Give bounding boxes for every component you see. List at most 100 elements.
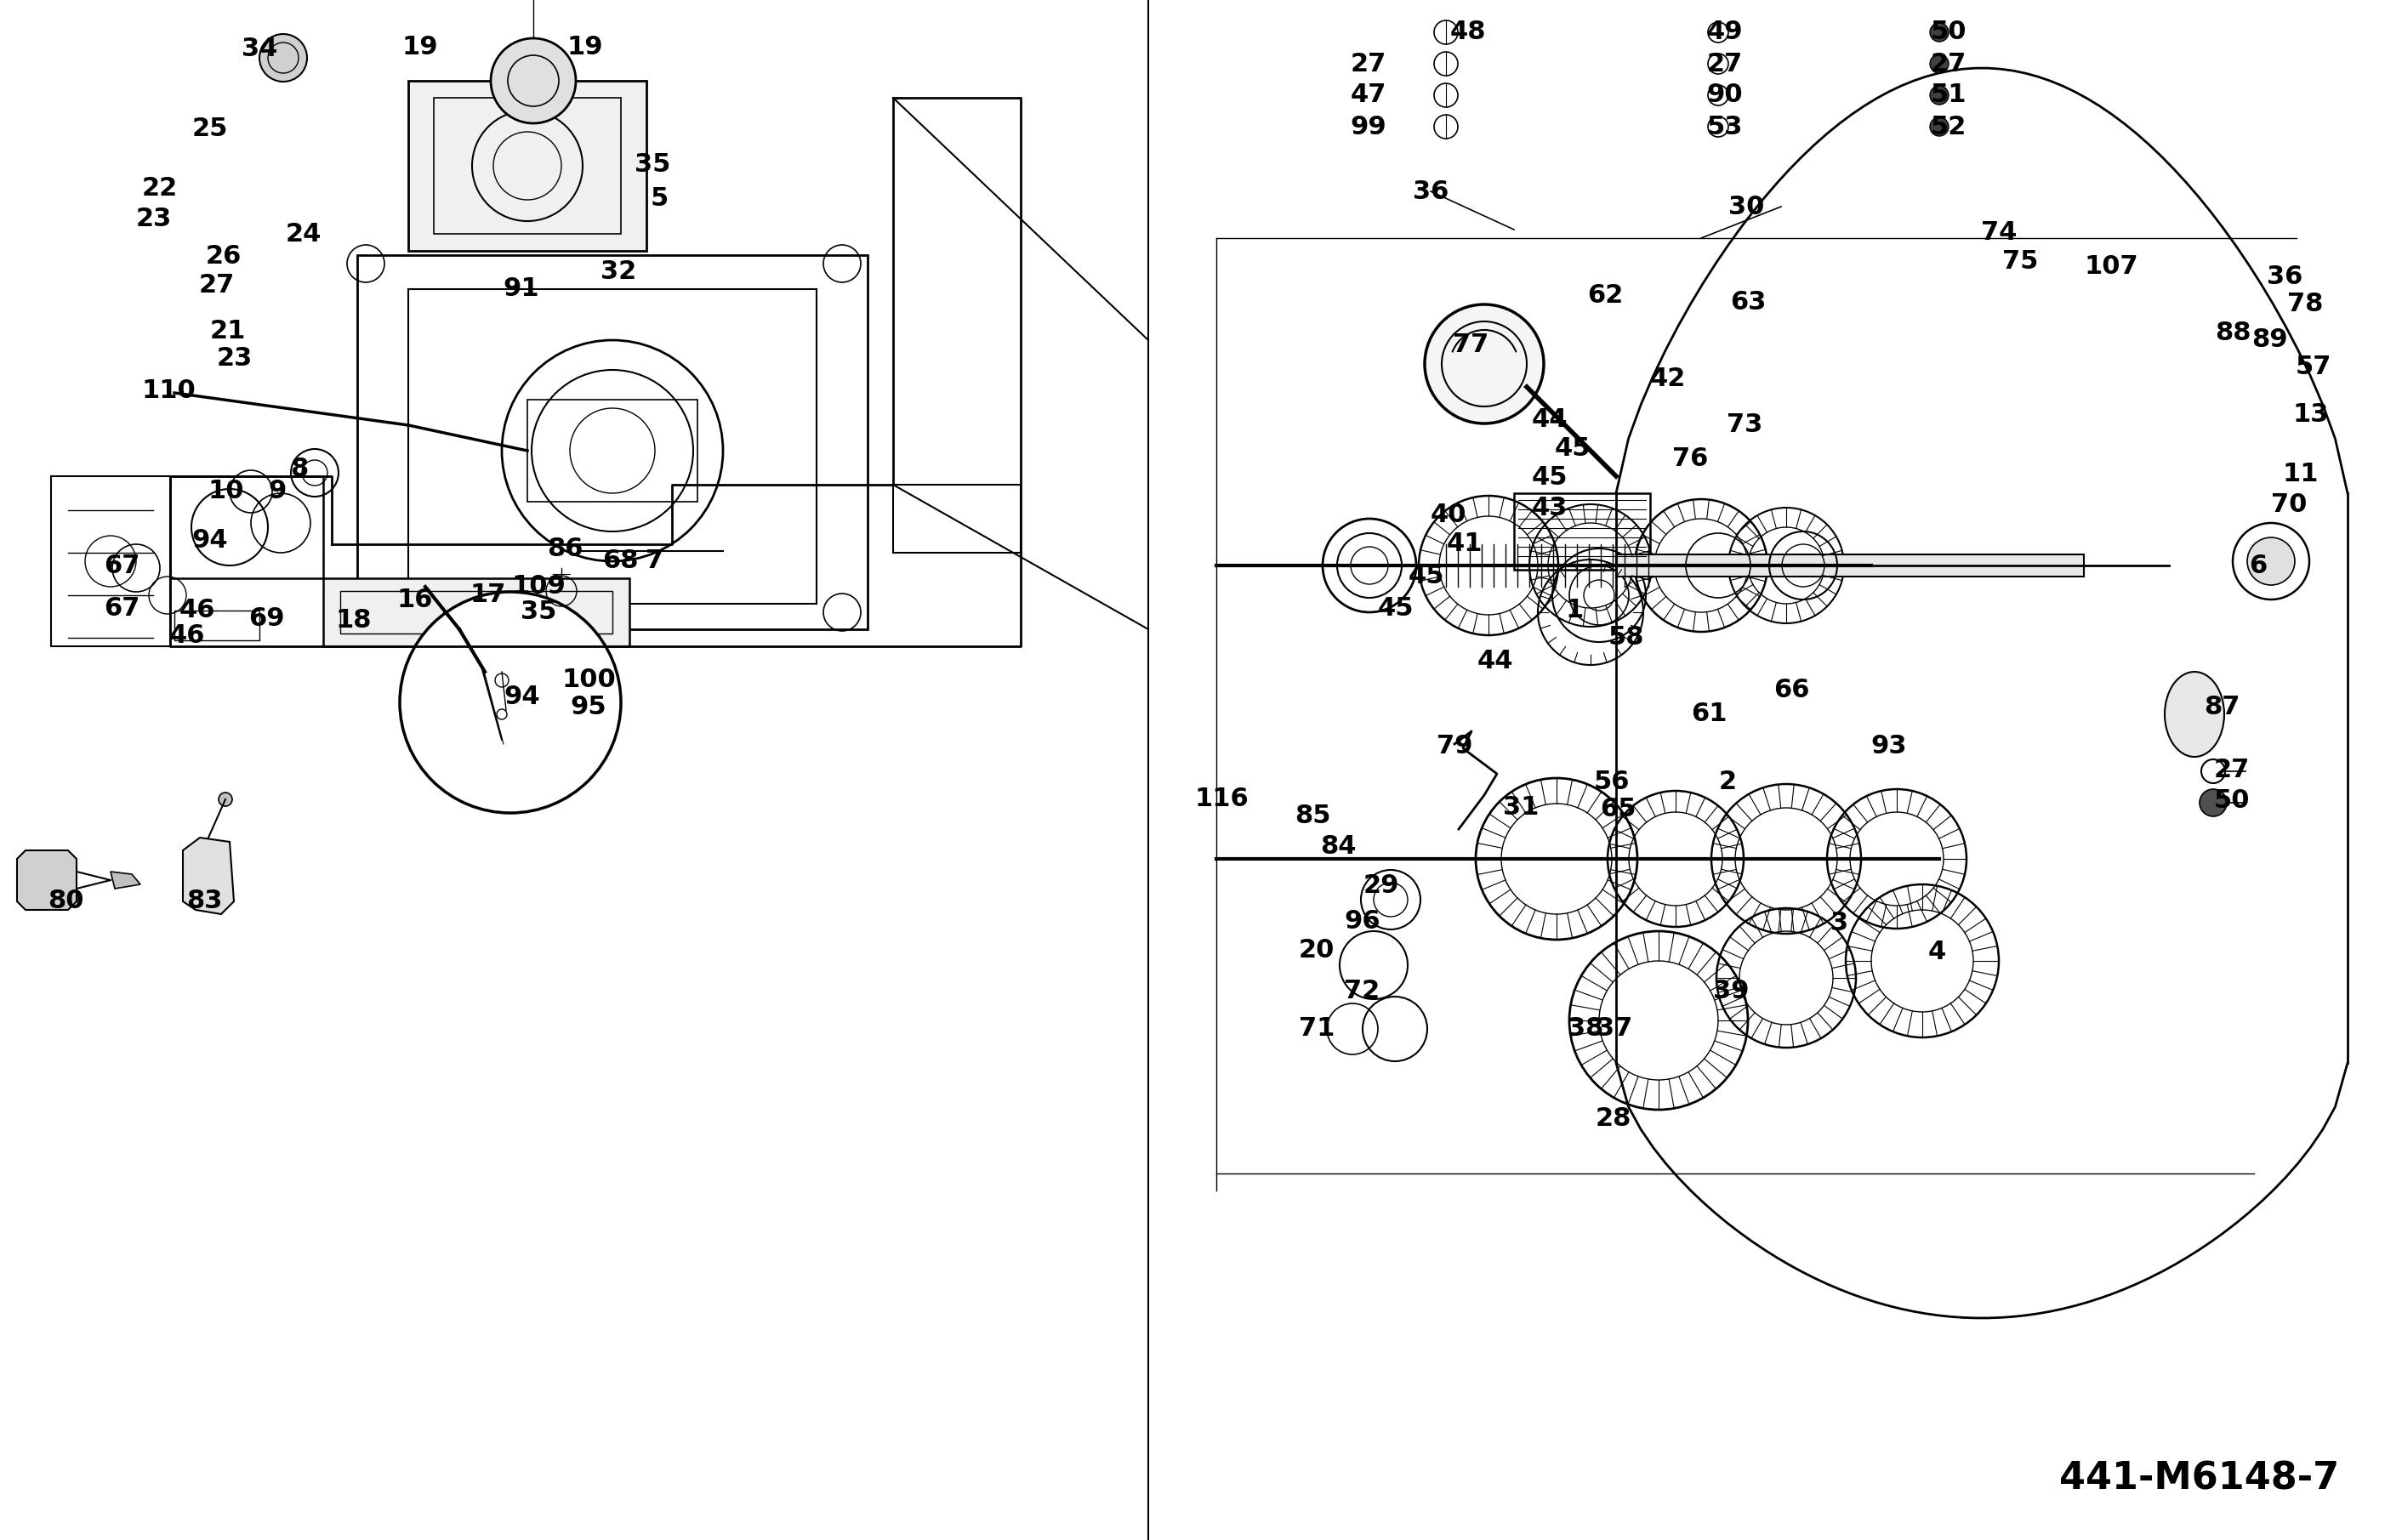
Text: 46: 46 [180, 598, 216, 622]
Text: 23: 23 [137, 206, 173, 231]
Text: 65: 65 [1600, 798, 1636, 822]
Text: 39: 39 [1713, 978, 1749, 1003]
Text: 46: 46 [168, 624, 204, 648]
Text: 94: 94 [504, 685, 540, 710]
Text: 50: 50 [1931, 20, 1967, 45]
Bar [894, 485, 1021, 553]
Text: 7: 7 [646, 548, 663, 573]
Text: 1: 1 [1566, 598, 1583, 622]
Bar [528, 400, 697, 502]
Text: 27: 27 [1350, 51, 1386, 75]
Text: 2: 2 [1717, 770, 1737, 795]
Bar [408, 80, 646, 251]
Bar [175, 610, 259, 641]
Text: 47: 47 [1350, 83, 1386, 108]
Text: 41: 41 [1446, 531, 1482, 556]
Circle shape [1929, 23, 1948, 42]
Text: 90: 90 [1708, 83, 1744, 108]
Text: 51: 51 [1931, 83, 1967, 108]
Text: 56: 56 [1595, 770, 1631, 795]
Text: 42: 42 [1650, 367, 1686, 391]
Ellipse shape [2164, 671, 2224, 756]
Text: 61: 61 [1691, 702, 1727, 727]
Text: 73: 73 [1727, 413, 1763, 437]
Text: 17: 17 [471, 584, 507, 608]
Circle shape [1929, 54, 1948, 72]
Bar [1617, 554, 2085, 576]
Text: 78: 78 [2287, 293, 2323, 317]
Text: 45: 45 [1554, 436, 1590, 460]
Text: 11: 11 [2282, 462, 2318, 487]
Text: 88: 88 [2215, 320, 2251, 345]
Text: 45: 45 [1408, 564, 1444, 588]
Text: 26: 26 [207, 245, 243, 270]
Bar [408, 290, 817, 604]
Text: 57: 57 [2296, 356, 2332, 380]
Text: 25: 25 [192, 115, 228, 140]
Circle shape [2248, 537, 2294, 585]
Text: 45: 45 [1379, 596, 1415, 621]
Text: 49: 49 [1708, 20, 1744, 45]
Text: 30: 30 [1727, 194, 1763, 219]
Text: 94: 94 [192, 528, 228, 553]
Text: 6: 6 [2248, 553, 2267, 578]
Text: 48: 48 [1451, 20, 1487, 45]
Text: 84: 84 [1319, 835, 1357, 859]
Text: 27: 27 [1931, 51, 1967, 75]
Bar [435, 99, 620, 234]
Text: 83: 83 [185, 889, 221, 913]
Polygon shape [183, 838, 233, 915]
Bar [324, 578, 629, 647]
Text: 72: 72 [1343, 978, 1379, 1003]
Text: 67: 67 [103, 553, 139, 578]
Text: 20: 20 [1299, 938, 1336, 962]
Text: 95: 95 [569, 695, 608, 719]
Text: 66: 66 [1773, 678, 1809, 702]
Text: 44: 44 [1532, 408, 1569, 433]
Text: 43: 43 [1532, 496, 1569, 521]
Text: 36: 36 [2267, 263, 2304, 288]
Text: 100: 100 [562, 668, 615, 693]
Text: 116: 116 [1194, 787, 1249, 812]
Bar [1513, 493, 1650, 570]
Text: 52: 52 [1931, 114, 1967, 139]
Text: 86: 86 [548, 536, 584, 561]
Circle shape [259, 34, 307, 82]
Bar [358, 256, 867, 630]
Text: 19: 19 [567, 34, 603, 59]
Text: 107: 107 [2085, 254, 2138, 279]
Text: 91: 91 [504, 277, 540, 302]
Text: 53: 53 [1708, 114, 1744, 139]
Text: 77: 77 [1453, 333, 1489, 357]
Text: 93: 93 [1871, 735, 1907, 759]
Text: 110: 110 [142, 379, 195, 403]
Text: 79: 79 [1436, 735, 1472, 759]
Circle shape [490, 39, 576, 123]
Text: 89: 89 [2251, 328, 2287, 353]
Text: 23: 23 [216, 346, 252, 371]
Text: 74: 74 [1982, 220, 2018, 245]
Text: 85: 85 [1295, 804, 1331, 829]
Text: 19: 19 [401, 34, 437, 59]
Text: 24: 24 [286, 222, 322, 246]
Text: 27: 27 [2215, 758, 2251, 782]
Text: 29: 29 [1364, 873, 1400, 898]
Text: 35: 35 [521, 601, 557, 625]
Text: 62: 62 [1588, 283, 1624, 308]
Text: 31: 31 [1504, 796, 1540, 821]
Text: 70: 70 [2270, 493, 2306, 517]
Text: 27: 27 [1708, 51, 1744, 75]
Text: 10: 10 [209, 479, 245, 504]
Text: 38: 38 [1569, 1016, 1605, 1041]
Circle shape [1929, 86, 1948, 105]
Text: 9: 9 [269, 479, 286, 504]
Circle shape [399, 591, 620, 813]
Text: 32: 32 [600, 260, 637, 285]
Text: 50: 50 [2215, 788, 2251, 813]
Text: 8: 8 [291, 456, 307, 480]
Text: 58: 58 [1609, 625, 1645, 650]
Text: 68: 68 [603, 548, 639, 573]
Text: 28: 28 [1595, 1106, 1631, 1130]
Text: 34: 34 [243, 37, 279, 62]
Bar [341, 591, 613, 633]
